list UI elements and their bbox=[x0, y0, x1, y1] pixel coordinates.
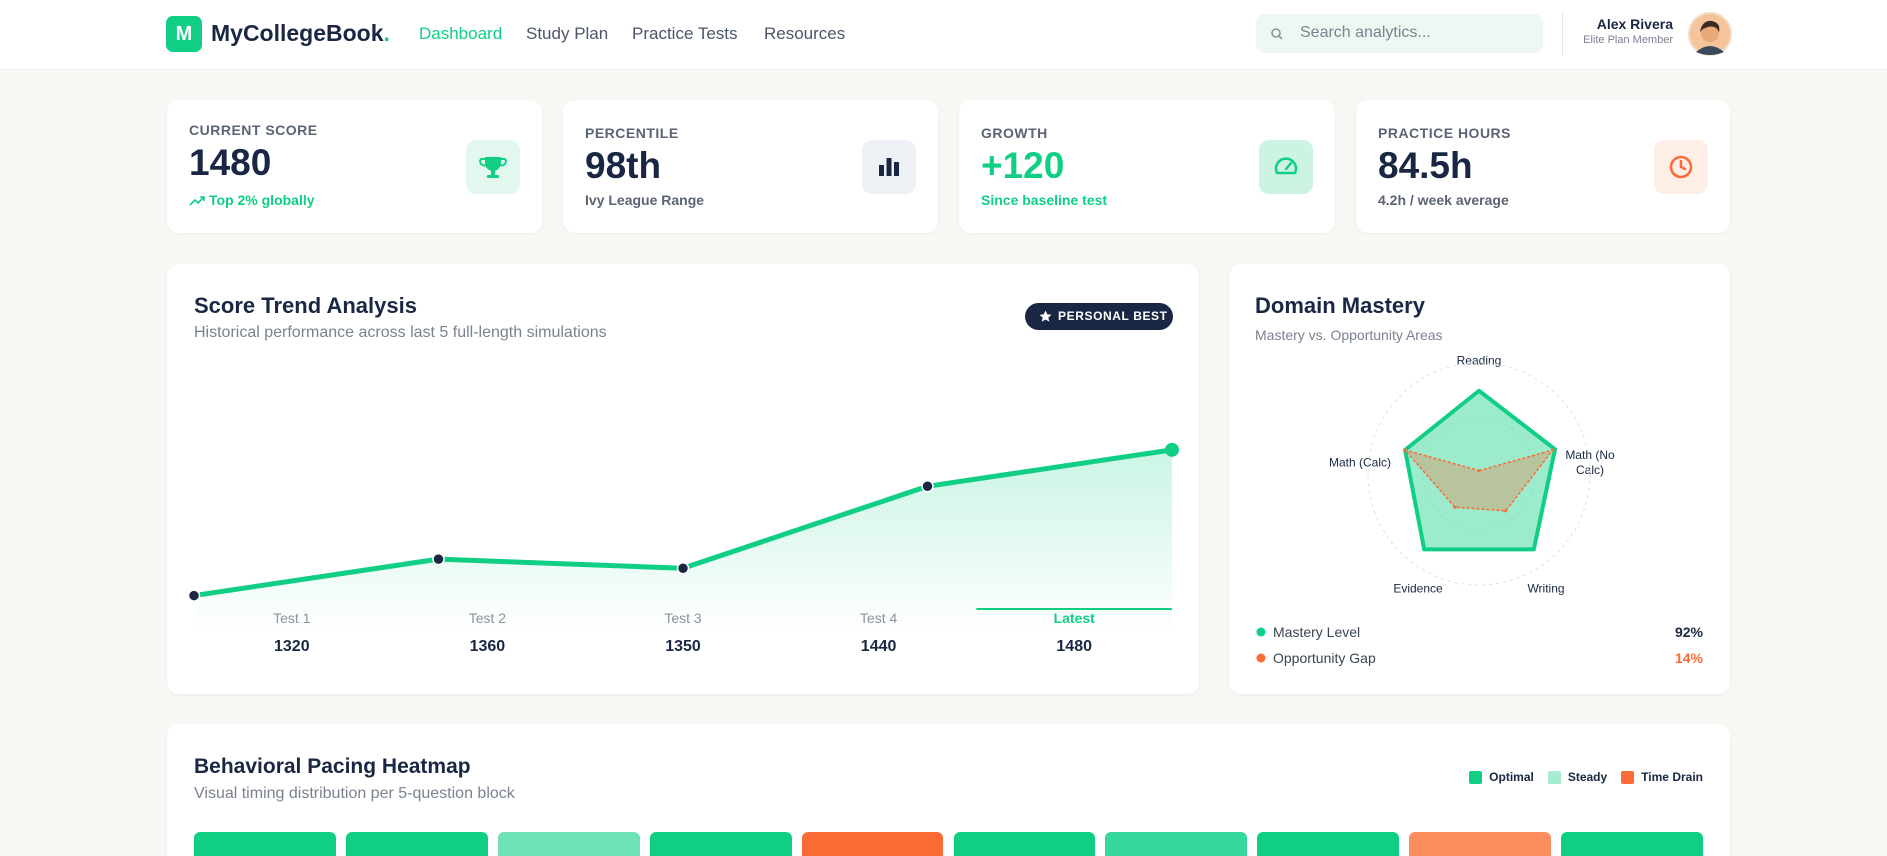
stat-note: Ivy League Range bbox=[585, 192, 705, 208]
heat-block bbox=[497, 832, 640, 856]
stat-value: 98th bbox=[585, 145, 662, 186]
legend-value: 92% bbox=[1675, 624, 1704, 640]
nav-link[interactable]: Resources bbox=[764, 24, 846, 43]
radar-vertex bbox=[1504, 509, 1508, 513]
radar-axis-label: Writing bbox=[1527, 581, 1565, 596]
radar-vertex bbox=[1453, 505, 1457, 509]
x-tick-label: Test 4 bbox=[860, 610, 898, 626]
data-point bbox=[432, 552, 445, 566]
x-tick-label: Test 2 bbox=[469, 610, 507, 626]
stat-note: Since baseline test bbox=[981, 192, 1108, 208]
top-bar bbox=[0, 0, 1887, 70]
brand[interactable]: MyCollegeBook. bbox=[211, 20, 390, 47]
radar-vertex bbox=[1477, 389, 1481, 393]
bar-icon bbox=[862, 140, 916, 194]
value-label: 1320 bbox=[274, 638, 310, 655]
x-tick-label: Test 3 bbox=[664, 610, 702, 626]
radar-axis-label: Math (Calc) bbox=[1329, 455, 1392, 470]
value-label: 1360 bbox=[470, 638, 506, 655]
clock-icon bbox=[1654, 140, 1708, 194]
heat-legend-swatch bbox=[1621, 771, 1635, 784]
heat-block bbox=[1561, 832, 1703, 856]
legend-value: 14% bbox=[1675, 650, 1704, 666]
stat-label: PRACTICE HOURS bbox=[1378, 125, 1512, 141]
legend-label: Opportunity Gap bbox=[1273, 650, 1376, 666]
nav-link[interactable]: Practice Tests bbox=[632, 24, 738, 43]
data-point bbox=[676, 562, 690, 575]
divider bbox=[1562, 12, 1563, 56]
stat-value: +120 bbox=[981, 145, 1065, 186]
heatmap-title: Behavioral Pacing Heatmap bbox=[194, 755, 471, 778]
nav-link[interactable]: Dashboard bbox=[419, 24, 503, 43]
heat-block bbox=[194, 832, 336, 856]
trend-subtitle: Historical performance across last 5 ful… bbox=[194, 324, 607, 341]
data-point bbox=[187, 589, 201, 602]
heat-legend-swatch bbox=[1469, 771, 1483, 784]
stat-note: 4.2h / week average bbox=[1378, 192, 1509, 208]
heat-legend-label: Optimal bbox=[1489, 770, 1534, 784]
stat-note: Top 2% globally bbox=[209, 192, 315, 208]
radar-area bbox=[1404, 449, 1554, 512]
radar-vertex bbox=[1532, 547, 1536, 551]
search-icon bbox=[1271, 28, 1283, 40]
stat-value: 84.5h bbox=[1378, 145, 1473, 186]
legend-dot bbox=[1256, 627, 1266, 637]
user-name: Alex Rivera bbox=[1596, 16, 1673, 32]
heat-block bbox=[1105, 832, 1248, 856]
trend-area bbox=[194, 449, 1172, 632]
x-tick-label: Latest bbox=[1054, 610, 1096, 626]
avatar[interactable] bbox=[1688, 12, 1732, 56]
radar-axis-label: Evidence bbox=[1393, 581, 1443, 596]
logo[interactable]: M bbox=[166, 16, 202, 52]
nav-link[interactable]: Study Plan bbox=[526, 24, 609, 43]
heat-block bbox=[953, 832, 1096, 856]
trophy-icon bbox=[466, 140, 520, 194]
radar-axis-label: Math (No Calc) bbox=[1565, 448, 1615, 477]
search-placeholder: Search analytics... bbox=[1300, 24, 1431, 41]
heat-block bbox=[345, 832, 488, 856]
heat-block bbox=[649, 832, 792, 856]
value-label: 1480 bbox=[1056, 638, 1092, 655]
trend-title: Score Trend Analysis bbox=[194, 293, 417, 318]
mastery-card bbox=[1229, 264, 1730, 694]
radar-vertex bbox=[1551, 448, 1555, 452]
heatmap-subtitle: Visual timing distribution per 5-questio… bbox=[194, 785, 515, 802]
stat-label: GROWTH bbox=[981, 125, 1048, 141]
brand-dot: . bbox=[383, 20, 390, 46]
x-tick-label: Test 1 bbox=[273, 610, 311, 626]
heat-legend-label: Steady bbox=[1567, 770, 1608, 784]
legend-label: Mastery Level bbox=[1273, 624, 1360, 640]
user-plan: Elite Plan Member bbox=[1583, 34, 1673, 46]
heat-block bbox=[1409, 832, 1552, 856]
mastery-subtitle: Mastery vs. Opportunity Areas bbox=[1255, 327, 1443, 343]
stat-label: CURRENT SCORE bbox=[189, 122, 318, 138]
heat-block bbox=[1257, 832, 1400, 856]
radar-ring bbox=[1367, 362, 1591, 586]
value-label: 1350 bbox=[665, 638, 701, 655]
stat-label: PERCENTILE bbox=[585, 125, 679, 141]
gauge-icon bbox=[1259, 140, 1313, 194]
radar-vertex bbox=[1477, 469, 1481, 473]
radar-vertex bbox=[1422, 547, 1426, 551]
stat-value: 1480 bbox=[189, 142, 272, 183]
mastery-title: Domain Mastery bbox=[1255, 293, 1425, 318]
badge-text: PERSONAL BEST bbox=[1058, 309, 1168, 323]
trend-icon bbox=[189, 196, 205, 206]
data-point bbox=[1165, 442, 1179, 457]
search-box[interactable]: Search analytics... bbox=[1256, 14, 1543, 53]
heat-legend-swatch bbox=[1547, 771, 1561, 784]
data-point bbox=[921, 480, 934, 493]
value-label: 1440 bbox=[861, 638, 897, 655]
brand-name[interactable]: MyCollegeBook bbox=[211, 20, 384, 46]
heat-legend-label: Time Drain bbox=[1641, 770, 1703, 784]
legend-dot bbox=[1256, 653, 1266, 663]
heat-block bbox=[801, 832, 944, 856]
badge: PERSONAL BEST bbox=[1025, 303, 1173, 330]
radar-vertex bbox=[1403, 448, 1407, 452]
